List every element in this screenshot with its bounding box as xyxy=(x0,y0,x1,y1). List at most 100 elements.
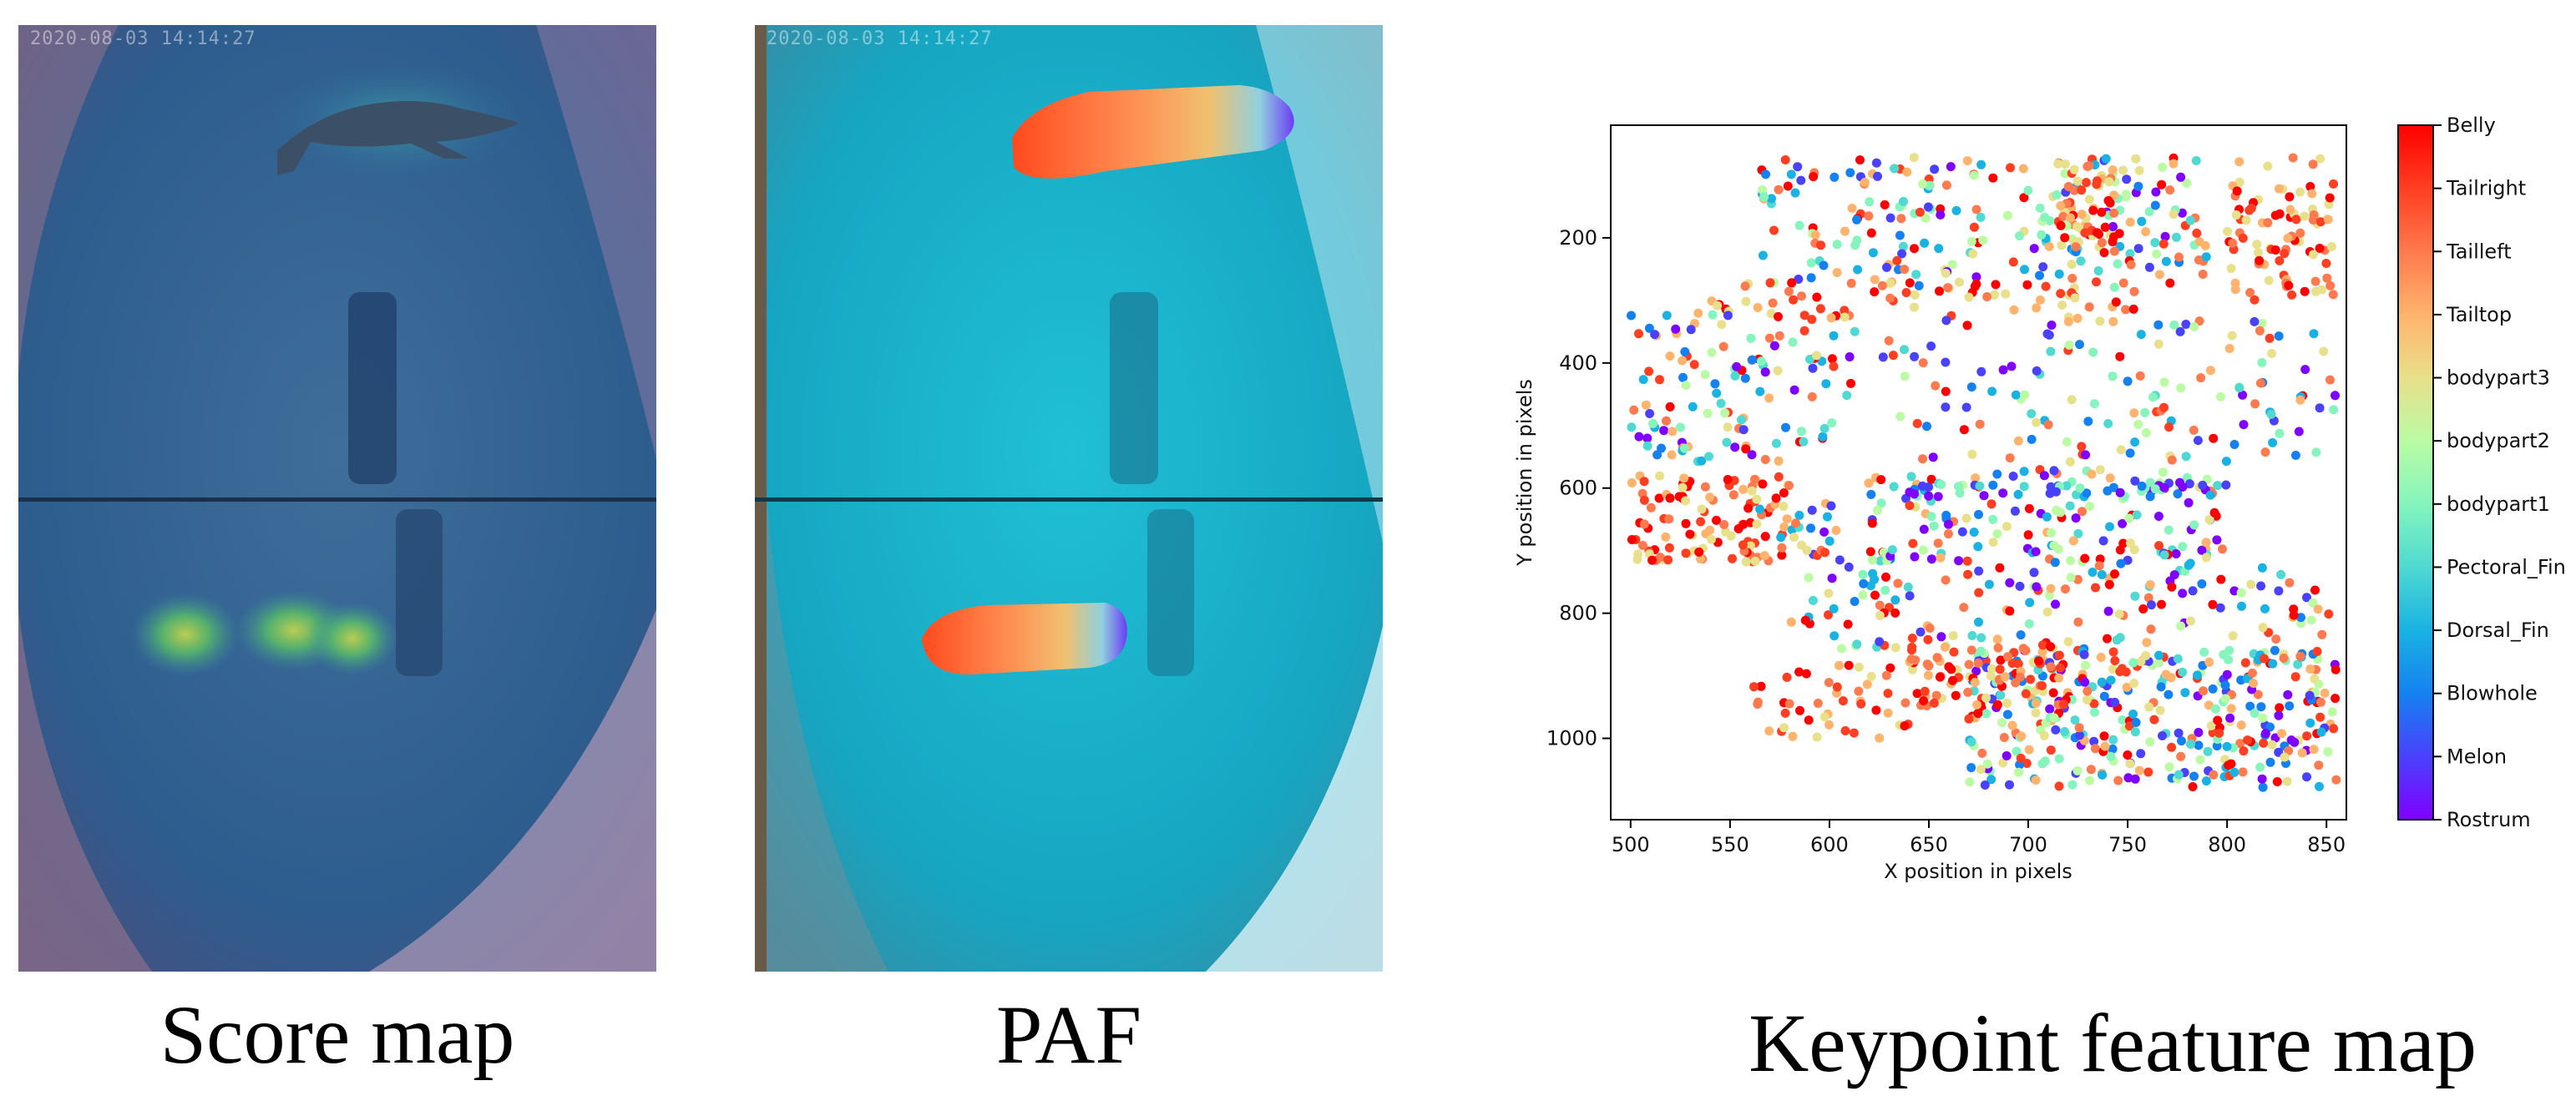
scatter-point xyxy=(1657,443,1666,453)
scatter-point xyxy=(2029,244,2039,254)
scatter-point xyxy=(2189,425,2199,435)
scatter-point xyxy=(1730,371,1740,381)
scatter-point xyxy=(2194,728,2204,737)
scatter-point xyxy=(2159,377,2169,387)
scatter-point xyxy=(2208,599,2218,609)
scatter-point xyxy=(2189,520,2199,530)
scatter-point xyxy=(2129,545,2139,554)
scatter-point xyxy=(2270,645,2280,655)
scatter-point xyxy=(2204,657,2214,667)
scatter-point xyxy=(2118,715,2128,725)
scatter-point xyxy=(1881,572,1890,582)
y-tick-label: 1000 xyxy=(1546,727,1597,750)
scatter-point xyxy=(1910,302,1919,312)
scatter-point xyxy=(2025,598,2035,608)
scatter-point xyxy=(1860,178,1870,187)
scatter-point xyxy=(2060,169,2070,179)
scatter-point xyxy=(1966,382,1976,392)
scatter-point xyxy=(1880,585,1890,595)
scatter-point xyxy=(2054,781,2064,791)
scatter-point xyxy=(1963,687,1973,697)
scatter-point xyxy=(2252,240,2262,250)
scatter-point xyxy=(1779,522,1789,532)
scatter-point xyxy=(1638,375,1648,385)
colorbar-labels: Rostrum Melon Blowhole Dorsal_Fin Pectoral_F… xyxy=(2433,114,2566,831)
scatter-point xyxy=(2105,522,2114,532)
scatter-point xyxy=(2103,195,2113,205)
scatter-point xyxy=(1774,472,1784,482)
scatter-point xyxy=(1749,682,1759,692)
scatter-point xyxy=(1829,361,1839,371)
scatter-point xyxy=(2255,255,2265,265)
scatter-point xyxy=(1773,366,1783,376)
scatter-point xyxy=(1774,184,1784,194)
scatter-point xyxy=(2300,365,2310,375)
scatter-point xyxy=(2111,297,2121,307)
scatter-point xyxy=(2115,351,2125,361)
scatter-point xyxy=(1919,524,1929,534)
scatter-point xyxy=(2077,442,2087,452)
scatter-point xyxy=(2186,616,2195,626)
scatter-point xyxy=(2071,242,2081,252)
scatter-point xyxy=(1777,543,1787,553)
scatter-point xyxy=(2325,375,2335,385)
scatter-point xyxy=(2164,762,2174,772)
scatter-point xyxy=(1681,496,1691,506)
scatter-point xyxy=(1764,393,1774,403)
scatter-point xyxy=(1980,780,1990,790)
scatter-point xyxy=(2020,390,2030,400)
scatter-point xyxy=(2031,775,2041,785)
scatter-point xyxy=(1678,372,1688,382)
scatter-point xyxy=(1988,480,1998,490)
scatter-point xyxy=(2323,747,2333,757)
scatter-point xyxy=(1975,419,1985,429)
scatter-point xyxy=(1696,517,1706,527)
scatter-point xyxy=(1941,268,1951,278)
scatter-point xyxy=(2130,727,2140,737)
scatter-point xyxy=(1871,158,1881,168)
scatter-point xyxy=(2245,288,2255,297)
scatter-point xyxy=(2104,177,2114,187)
scatter-point xyxy=(1697,456,1707,466)
scatter-point xyxy=(2115,487,2125,497)
scatter-point xyxy=(2176,383,2186,393)
scatter-point xyxy=(1976,366,1986,376)
colorbar-label: Belly xyxy=(2447,114,2496,137)
scatter-point xyxy=(2094,561,2104,571)
scatter-point xyxy=(2317,285,2326,295)
scatter-point xyxy=(2232,186,2242,196)
scatter-point xyxy=(2136,749,2146,759)
keypoint-scatter-chart: 500 550 600 650 700 750 800 850 200 400 600 800 100… xyxy=(1513,114,2566,883)
scatter-point xyxy=(2210,704,2220,714)
scatter-point xyxy=(1634,432,1644,442)
scatter-point xyxy=(2077,210,2087,220)
scatter-point xyxy=(1933,538,1943,548)
scatter-point xyxy=(1955,277,1964,287)
scatter-point xyxy=(2154,270,2164,280)
scatter-point xyxy=(1936,632,1946,642)
scatter-point xyxy=(1764,333,1774,343)
scatter-point xyxy=(1755,504,1764,514)
scatter-point xyxy=(2331,694,2341,704)
scatter-point xyxy=(1819,712,1830,722)
scatter-point xyxy=(1889,482,1899,492)
scatter-point xyxy=(2173,654,2183,664)
scatter-point xyxy=(2328,290,2338,300)
scatter-point xyxy=(2315,154,2325,164)
scatter-point xyxy=(1776,533,1786,543)
scatter-point xyxy=(2319,346,2329,356)
scatter-point xyxy=(1996,655,2006,665)
scatter-point xyxy=(1941,180,1951,190)
scatter-point xyxy=(2310,674,2320,684)
scatter-point xyxy=(1923,670,1933,680)
scatter-point xyxy=(2320,688,2330,698)
scatter-point xyxy=(1935,286,1944,296)
scatter-point xyxy=(2133,181,2143,191)
scatter-point xyxy=(1806,523,1815,533)
scatter-point xyxy=(1664,514,1674,524)
paf-caption: PAF xyxy=(995,988,1142,1081)
scatter-point xyxy=(2115,667,2125,677)
scatter-point xyxy=(1885,663,1895,673)
scatter-point xyxy=(1917,481,1927,491)
scatter-point xyxy=(1789,295,1799,305)
